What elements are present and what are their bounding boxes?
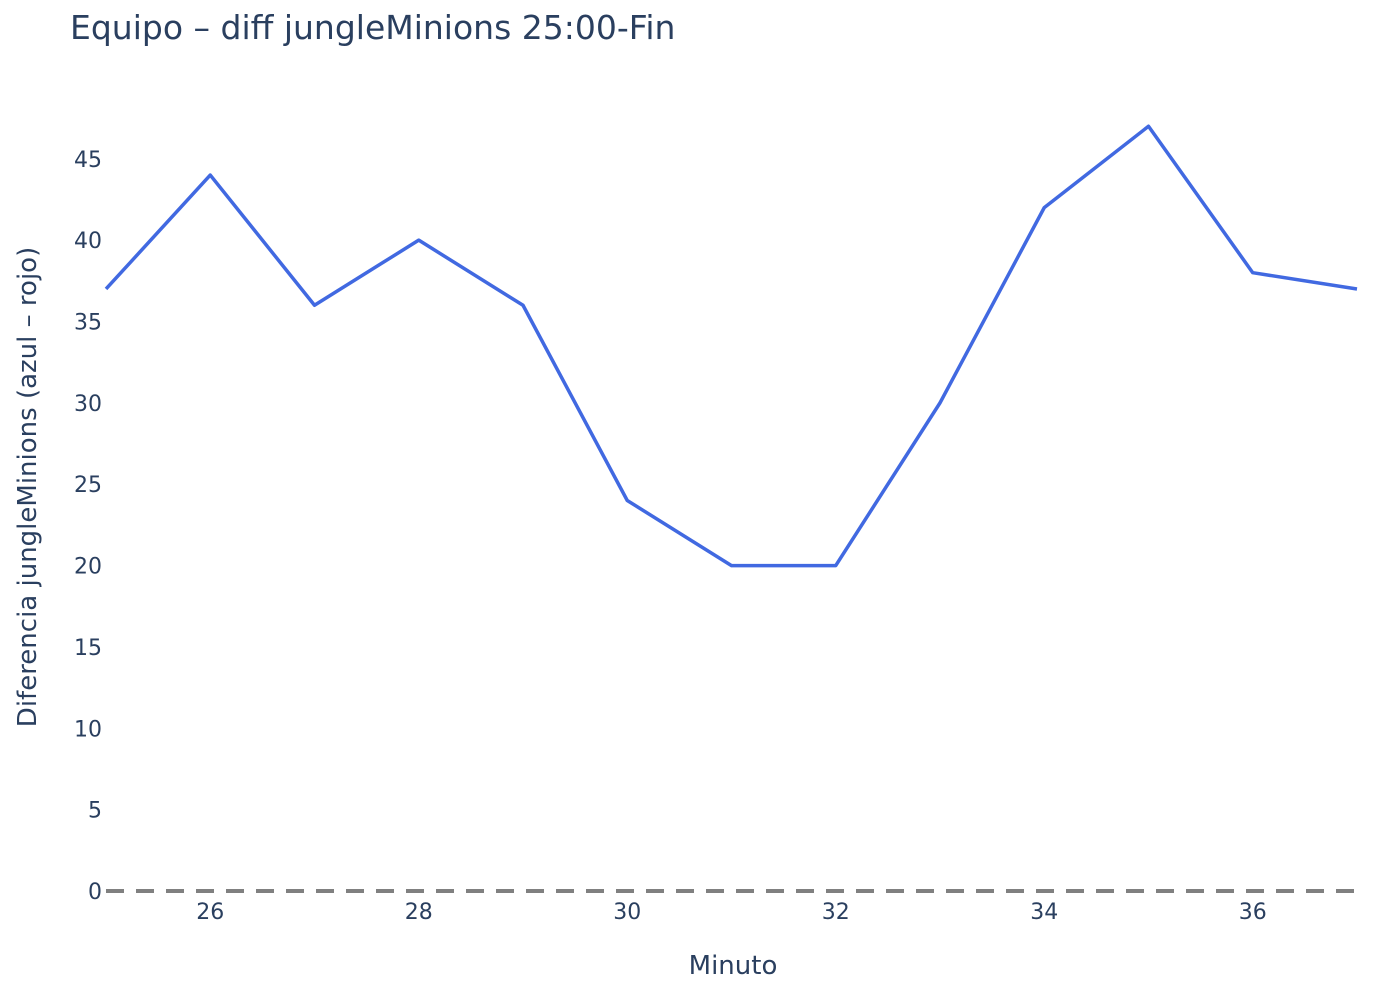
y-tick-label: 5 <box>88 799 102 824</box>
data-point <box>1251 271 1255 275</box>
data-point <box>208 173 212 177</box>
y-tick-label: 20 <box>74 555 102 580</box>
data-point <box>938 401 942 405</box>
y-tick-label: 15 <box>74 636 102 661</box>
y-tick-label: 25 <box>74 473 102 498</box>
x-tick-label: 30 <box>613 900 641 925</box>
y-axis-ticks: 0 5 10 15 20 25 30 35 40 45 <box>74 148 102 905</box>
y-tick-label: 0 <box>88 880 102 905</box>
y-axis-title: Diferencia jungleMinions (azul – rojo) <box>13 247 43 727</box>
data-point <box>1355 287 1359 291</box>
x-axis-title: Minuto <box>689 951 778 981</box>
x-tick-label: 36 <box>1239 900 1267 925</box>
data-points <box>104 124 1359 567</box>
chart-title: Equipo – diff jungleMinions 25:00-Fin <box>70 8 676 47</box>
data-point <box>730 564 734 568</box>
data-point <box>625 499 629 503</box>
data-point <box>1042 206 1046 210</box>
y-tick-label: 30 <box>74 392 102 417</box>
y-tick-label: 40 <box>74 229 102 254</box>
series-line <box>104 124 1358 568</box>
y-tick-label: 10 <box>74 717 102 742</box>
x-axis-ticks: 26 28 30 32 34 36 <box>196 900 1267 925</box>
y-tick-label: 45 <box>74 148 102 173</box>
x-tick-label: 34 <box>1030 900 1058 925</box>
data-point <box>521 303 525 307</box>
data-point <box>104 287 108 291</box>
x-tick-label: 28 <box>405 900 433 925</box>
y-tick-label: 35 <box>74 311 102 336</box>
x-tick-label: 26 <box>196 900 224 925</box>
data-point <box>313 303 317 307</box>
data-point <box>834 564 838 568</box>
data-point <box>417 238 421 242</box>
x-tick-label: 32 <box>822 900 850 925</box>
data-point <box>1147 124 1151 128</box>
